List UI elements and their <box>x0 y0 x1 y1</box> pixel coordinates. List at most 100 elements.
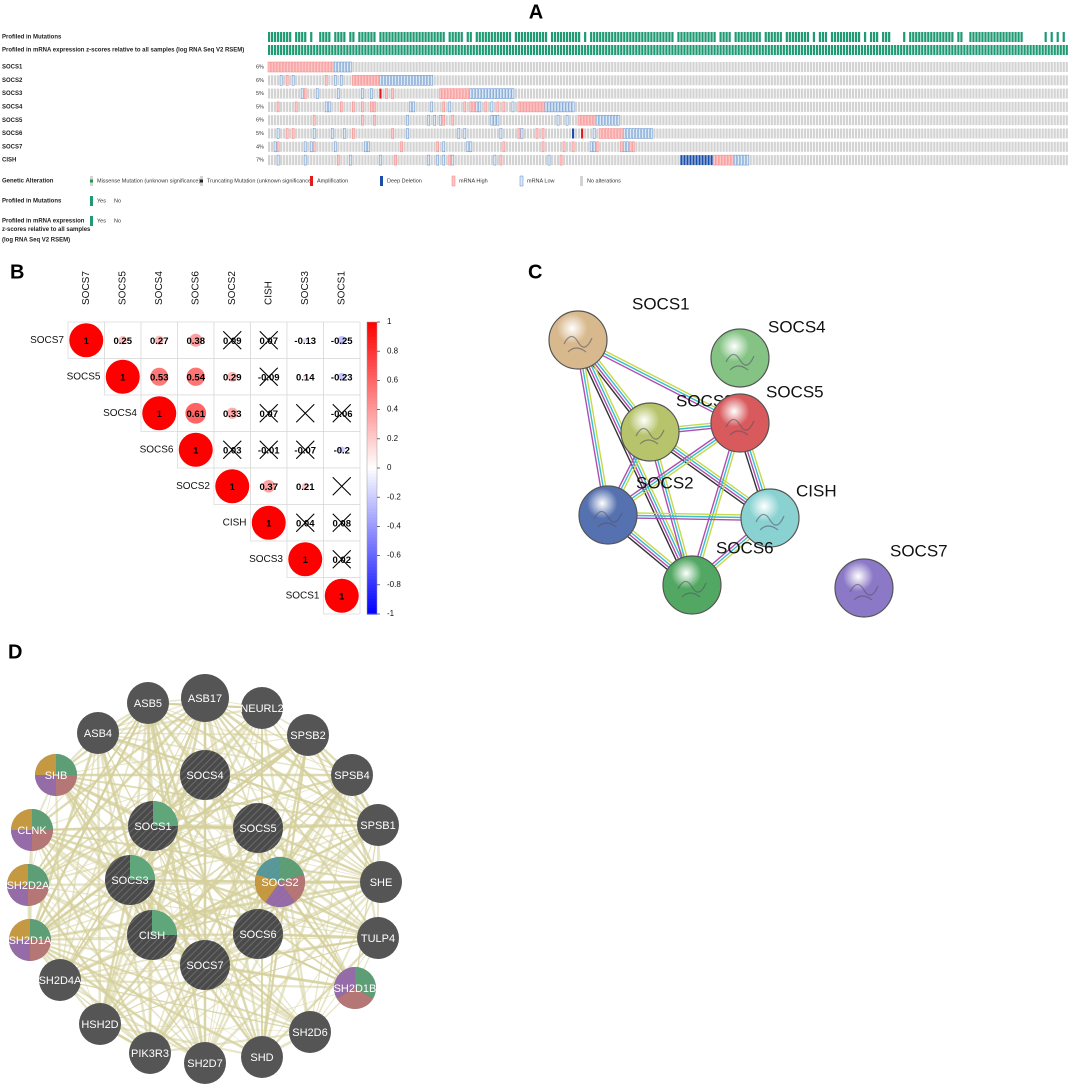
profile-cell <box>876 32 879 42</box>
oncoprint-cell <box>448 88 452 99</box>
oncoprint-cell <box>511 75 515 86</box>
row-label: SOCS4 <box>103 408 137 419</box>
oncoprint-cell <box>885 88 888 99</box>
protein-node <box>740 488 800 548</box>
colorbar-segment <box>367 514 377 519</box>
profile-cell <box>517 45 521 55</box>
oncoprint-cell <box>996 101 999 112</box>
oncoprint-cell <box>647 101 650 112</box>
oncoprint-cell <box>273 61 277 73</box>
profile-cell <box>493 32 496 42</box>
profile-cell <box>644 45 647 55</box>
oncoprint-cell <box>427 101 430 112</box>
oncoprint-cell <box>731 62 734 72</box>
oncoprint-cell <box>541 101 545 113</box>
oncoprint-cell <box>451 101 454 112</box>
oncoprint-cell <box>442 62 445 72</box>
oncoprint-cell <box>271 141 274 152</box>
oncoprint-cell <box>833 128 837 139</box>
oncoprint-cell <box>966 101 969 112</box>
profile-cell <box>310 45 313 55</box>
profile-cell <box>274 32 277 42</box>
oncoprint-cell <box>957 115 960 126</box>
oncoprint-cell <box>391 155 394 166</box>
oncoprint-cell <box>966 128 969 139</box>
oncoprint-cell <box>635 155 638 166</box>
oncoprint-cell <box>553 141 557 152</box>
oncoprint-cell <box>472 75 475 86</box>
oncoprint-cell <box>653 75 656 86</box>
oncoprint-cell <box>619 141 623 153</box>
oncoprint-cell <box>857 62 861 72</box>
oncoprint-cell <box>839 88 843 99</box>
oncoprint-cell <box>307 141 310 152</box>
oncoprint-cell <box>945 141 948 152</box>
oncoprint-cell <box>984 88 987 99</box>
oncoprint-cell <box>662 88 665 99</box>
oncoprint-cell <box>915 115 918 126</box>
insignificant-cross <box>222 330 242 350</box>
profile-cell <box>749 45 752 55</box>
profile-cell <box>963 45 966 55</box>
profile-cell <box>1005 32 1008 42</box>
profile-cell <box>800 45 803 55</box>
gene-label: SPSB1 <box>360 820 395 832</box>
oncoprint-cell <box>581 88 584 99</box>
oncoprint-cell <box>830 75 834 86</box>
oncoprint-cell <box>719 101 722 112</box>
oncoprint-cell <box>879 128 882 139</box>
oncoprint-cell <box>803 101 806 112</box>
oncoprint-cell <box>620 62 623 72</box>
oncoprint-cell <box>758 141 761 152</box>
oncoprint-cell <box>671 101 674 112</box>
oncoprint-cell <box>665 75 668 86</box>
profile-cell <box>722 45 725 55</box>
oncoprint-cell <box>276 141 280 153</box>
profile-cell <box>364 45 367 55</box>
oncoprint-cell <box>903 101 906 112</box>
network-edge <box>128 702 150 881</box>
profile-cell <box>427 32 430 42</box>
oncoprint-cell <box>695 128 698 139</box>
oncoprint-cell <box>942 62 945 72</box>
oncoprint-cell <box>1002 75 1005 86</box>
profile-cell <box>854 45 858 55</box>
oncoprint-cell <box>613 114 617 126</box>
oncoprint-cell <box>689 155 692 166</box>
oncoprint-cell <box>271 155 274 166</box>
oncoprint-cell <box>842 75 846 86</box>
oncoprint-cell <box>809 88 812 99</box>
oncoprint-cell <box>592 141 596 153</box>
oncoprint-cell <box>307 115 310 126</box>
correlation-value: 0.09 <box>223 336 242 347</box>
network-edge <box>152 825 382 883</box>
correlation-value: 0.53 <box>150 372 169 383</box>
oncoprint-cell <box>650 115 653 126</box>
oncoprint-cell <box>421 62 424 72</box>
oncoprint-cell <box>1032 155 1035 166</box>
oncoprint-cell <box>303 154 307 166</box>
oncoprint-cell <box>788 75 791 86</box>
correlation-value: -0.06 <box>331 409 353 420</box>
oncoprint-cell <box>719 141 722 152</box>
oncoprint-cell <box>361 88 364 99</box>
oncoprint-cell <box>352 88 355 99</box>
colorbar-tick-label: 0 <box>387 463 392 472</box>
oncoprint-cell <box>641 155 644 166</box>
oncoprint-cell <box>848 115 852 126</box>
oncoprint-cell <box>322 101 325 112</box>
oncoprint-cell <box>322 141 325 152</box>
oncoprint-cell <box>894 141 897 152</box>
colorbar-segment <box>367 479 377 484</box>
oncoprint-cell <box>454 141 457 152</box>
colorbar-segment <box>367 552 377 557</box>
oncoprint-cell <box>885 75 888 86</box>
profile-cell <box>608 32 611 42</box>
profile-cell <box>830 45 834 55</box>
oncoprint-cell <box>1005 75 1008 86</box>
oncoprint-cell <box>734 101 737 112</box>
oncoprint-cell <box>535 62 539 72</box>
oncoprint-cell <box>592 114 596 126</box>
profile-cell <box>638 32 641 42</box>
profile-cell <box>626 32 629 42</box>
